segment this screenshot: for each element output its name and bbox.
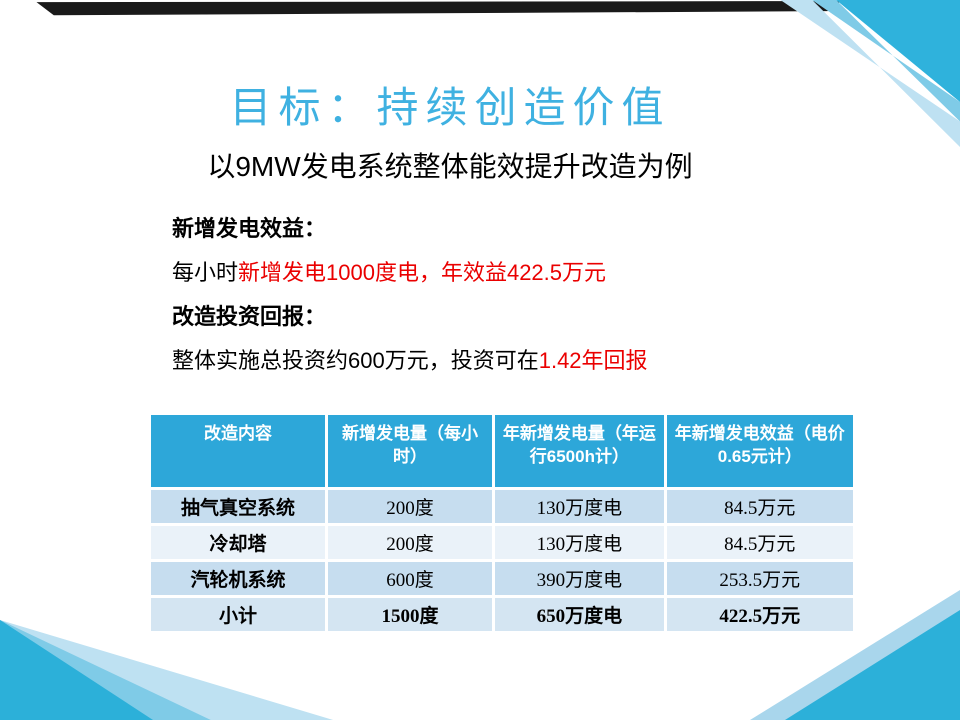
table-row: 汽轮机系统 600度 390万度电 253.5万元 xyxy=(151,562,853,595)
benefit-line-prefix: 每小时 xyxy=(172,260,239,285)
benefit-heading-label: 新增发电效益： xyxy=(172,216,327,241)
cell-annual: 130万度电 xyxy=(495,526,664,559)
cell-benefit: 253.5万元 xyxy=(666,562,853,595)
payback-line-highlight: 1.42年回报 xyxy=(538,348,648,373)
corner-triangle-bottom-left-mid xyxy=(0,620,211,720)
payback-line-prefix: 整体实施总投资约600万元，投资可在 xyxy=(172,348,539,373)
corner-triangle-bottom-left xyxy=(0,620,153,720)
body-text: 新增发电效益： 每小时新增发电1000度电，年效益422.5万元 改造投资回报：… xyxy=(172,207,648,383)
row-label: 汽轮机系统 xyxy=(151,562,325,595)
benefit-line-highlight: 新增发电1000度电，年效益422.5万元 xyxy=(238,260,607,285)
cell-annual: 130万度电 xyxy=(495,490,664,523)
cell-annual: 390万度电 xyxy=(495,562,664,595)
cell-hourly: 1500度 xyxy=(327,598,493,631)
table-row: 抽气真空系统 200度 130万度电 84.5万元 xyxy=(151,490,853,523)
payback-heading: 改造投资回报： xyxy=(172,295,648,339)
table-header-row: 改造内容 新增发电量（每小时） 年新增发电量（年运行6500h计） 年新增发电效… xyxy=(151,415,853,487)
table-row: 冷却塔 200度 130万度电 84.5万元 xyxy=(151,526,853,559)
cell-benefit: 84.5万元 xyxy=(666,490,853,523)
col-header-hourly: 新增发电量（每小时） xyxy=(327,415,493,487)
cell-hourly: 600度 xyxy=(327,562,493,595)
row-label: 冷却塔 xyxy=(151,526,325,559)
benefit-line: 每小时新增发电1000度电，年效益422.5万元 xyxy=(172,251,648,295)
cell-hourly: 200度 xyxy=(327,526,493,559)
benefit-heading: 新增发电效益： xyxy=(172,207,648,251)
corner-triangle-bottom-left-light xyxy=(0,620,334,720)
payback-line: 整体实施总投资约600万元，投资可在1.42年回报 xyxy=(172,339,648,383)
table-row-total: 小计 1500度 650万度电 422.5万元 xyxy=(151,598,853,631)
col-header-content: 改造内容 xyxy=(151,415,325,487)
cell-benefit: 422.5万元 xyxy=(666,598,853,631)
row-label: 抽气真空系统 xyxy=(151,490,325,523)
benefit-table: 改造内容 新增发电量（每小时） 年新增发电量（年运行6500h计） 年新增发电效… xyxy=(148,412,856,634)
top-accent-bar xyxy=(36,1,841,16)
slide-subtitle: 以9MW发电系统整体能效提升改造为例 xyxy=(207,151,693,182)
cell-annual: 650万度电 xyxy=(495,598,664,631)
slide-title: 目标：持续创造价值 xyxy=(229,86,671,132)
payback-heading-label: 改造投资回报： xyxy=(172,304,327,329)
cell-benefit: 84.5万元 xyxy=(666,526,853,559)
col-header-benefit: 年新增发电效益（电价0.65元计） xyxy=(666,415,853,487)
col-header-annual: 年新增发电量（年运行6500h计） xyxy=(495,415,664,487)
cell-hourly: 200度 xyxy=(327,490,493,523)
row-label: 小计 xyxy=(151,598,325,631)
